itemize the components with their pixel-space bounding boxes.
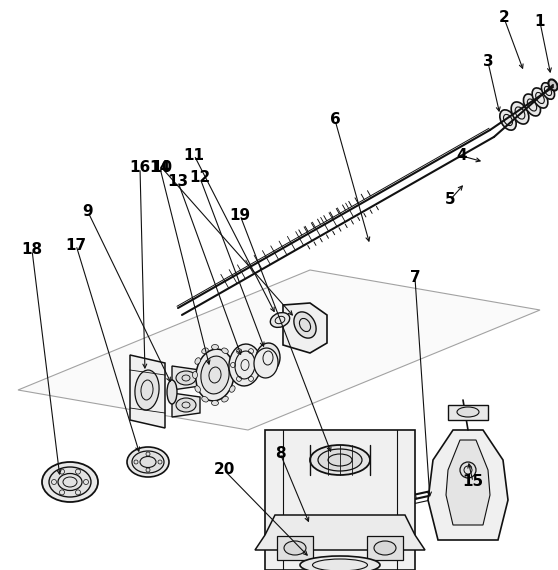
Text: 19: 19	[229, 207, 251, 222]
Ellipse shape	[374, 541, 396, 555]
Ellipse shape	[127, 447, 169, 477]
Ellipse shape	[318, 449, 362, 471]
Ellipse shape	[135, 370, 159, 410]
Ellipse shape	[294, 312, 316, 338]
Text: 15: 15	[463, 474, 484, 490]
Ellipse shape	[222, 397, 228, 402]
Polygon shape	[130, 355, 165, 428]
Ellipse shape	[196, 349, 234, 401]
Ellipse shape	[201, 356, 229, 394]
Ellipse shape	[457, 407, 479, 417]
Ellipse shape	[523, 94, 541, 116]
Text: 9: 9	[83, 205, 93, 219]
Ellipse shape	[211, 344, 219, 349]
Ellipse shape	[49, 467, 91, 497]
Ellipse shape	[167, 380, 177, 404]
Polygon shape	[18, 270, 540, 430]
Text: 4: 4	[456, 149, 467, 164]
Ellipse shape	[500, 110, 516, 130]
Ellipse shape	[229, 358, 235, 364]
Ellipse shape	[42, 462, 98, 502]
Text: 6: 6	[330, 112, 340, 128]
Ellipse shape	[229, 386, 235, 392]
Text: 20: 20	[213, 462, 235, 478]
Text: 8: 8	[275, 446, 285, 461]
Text: 10: 10	[151, 161, 172, 176]
Ellipse shape	[270, 312, 290, 327]
Ellipse shape	[195, 386, 200, 392]
Text: 11: 11	[184, 148, 204, 162]
Ellipse shape	[532, 88, 548, 108]
Polygon shape	[448, 405, 488, 420]
Text: 13: 13	[167, 174, 189, 189]
Polygon shape	[283, 303, 327, 353]
Ellipse shape	[254, 348, 278, 378]
Ellipse shape	[256, 343, 280, 373]
Text: 3: 3	[483, 55, 493, 70]
Ellipse shape	[195, 358, 200, 364]
Text: 17: 17	[65, 238, 86, 253]
Ellipse shape	[300, 556, 380, 570]
Polygon shape	[172, 393, 200, 417]
Ellipse shape	[222, 348, 228, 353]
Ellipse shape	[176, 398, 196, 412]
Text: 2: 2	[499, 10, 509, 26]
Ellipse shape	[549, 79, 557, 91]
Text: 7: 7	[410, 271, 420, 286]
Polygon shape	[428, 430, 508, 540]
Polygon shape	[446, 440, 490, 525]
Ellipse shape	[453, 478, 471, 494]
Text: 1: 1	[535, 14, 545, 30]
Polygon shape	[277, 536, 313, 560]
Polygon shape	[367, 536, 403, 560]
Ellipse shape	[229, 344, 261, 386]
Polygon shape	[255, 515, 425, 550]
Ellipse shape	[310, 445, 370, 475]
Polygon shape	[450, 470, 480, 496]
Ellipse shape	[202, 348, 208, 353]
Ellipse shape	[202, 397, 208, 402]
Circle shape	[460, 462, 476, 478]
Ellipse shape	[132, 451, 164, 473]
Ellipse shape	[176, 371, 196, 385]
Polygon shape	[265, 430, 415, 570]
Ellipse shape	[541, 83, 555, 99]
Text: 16: 16	[129, 161, 151, 176]
Ellipse shape	[193, 372, 198, 378]
Ellipse shape	[284, 541, 306, 555]
Text: 12: 12	[189, 170, 210, 185]
Ellipse shape	[511, 102, 529, 124]
Ellipse shape	[233, 372, 238, 378]
Text: 14: 14	[150, 161, 171, 176]
Polygon shape	[172, 366, 200, 390]
Text: 18: 18	[21, 242, 42, 258]
Ellipse shape	[211, 401, 219, 405]
Text: 5: 5	[445, 193, 455, 207]
